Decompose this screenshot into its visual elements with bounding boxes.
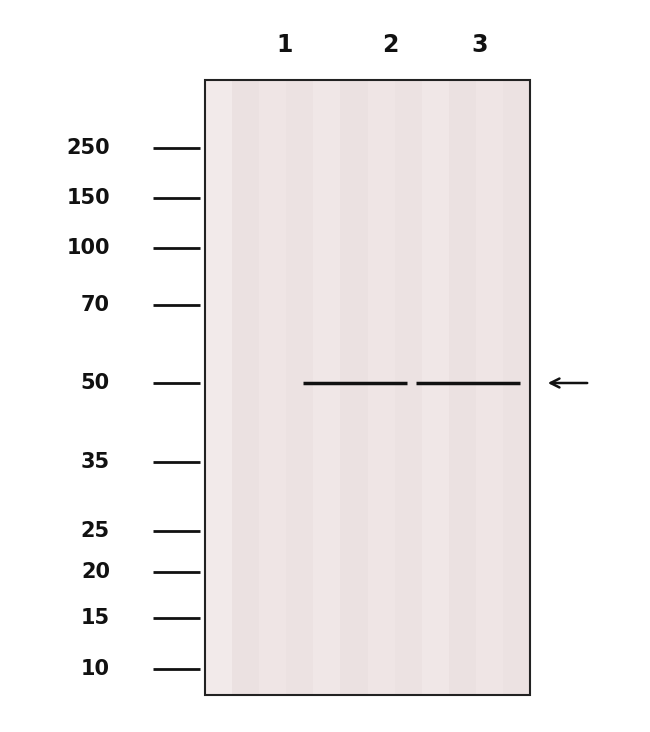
Text: 1: 1 — [277, 33, 293, 57]
Text: 10: 10 — [81, 659, 110, 679]
Bar — [503, 80, 530, 695]
Text: 70: 70 — [81, 295, 110, 315]
Bar — [476, 80, 503, 695]
Bar — [286, 80, 313, 695]
Text: 3: 3 — [472, 33, 488, 57]
Bar — [205, 80, 232, 695]
Bar — [313, 80, 341, 695]
Bar — [448, 80, 476, 695]
Bar — [395, 80, 422, 695]
Bar — [367, 80, 395, 695]
Bar — [341, 80, 367, 695]
Bar — [232, 80, 259, 695]
Text: 50: 50 — [81, 373, 110, 393]
Text: 2: 2 — [382, 33, 398, 57]
Text: 100: 100 — [66, 238, 110, 258]
Text: 250: 250 — [66, 138, 110, 158]
Text: 150: 150 — [66, 188, 110, 208]
Bar — [205, 80, 530, 695]
Text: 15: 15 — [81, 608, 110, 628]
Text: 25: 25 — [81, 521, 110, 541]
Text: 20: 20 — [81, 562, 110, 582]
Text: 35: 35 — [81, 452, 110, 472]
Bar — [422, 80, 448, 695]
Bar — [259, 80, 286, 695]
Bar — [205, 80, 530, 695]
